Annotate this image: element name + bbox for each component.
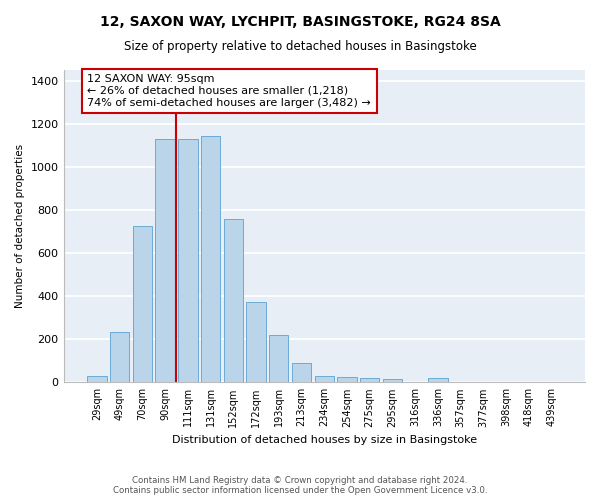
Bar bbox=[337, 377, 356, 382]
Bar bbox=[155, 139, 175, 382]
Text: 12 SAXON WAY: 95sqm
← 26% of detached houses are smaller (1,218)
74% of semi-det: 12 SAXON WAY: 95sqm ← 26% of detached ho… bbox=[88, 74, 371, 108]
Bar bbox=[428, 378, 448, 382]
Bar bbox=[110, 332, 130, 382]
Bar bbox=[224, 218, 243, 382]
X-axis label: Distribution of detached houses by size in Basingstoke: Distribution of detached houses by size … bbox=[172, 435, 477, 445]
Bar bbox=[360, 378, 379, 382]
Bar bbox=[178, 139, 197, 382]
Y-axis label: Number of detached properties: Number of detached properties bbox=[15, 144, 25, 308]
Bar bbox=[201, 136, 220, 382]
Bar bbox=[314, 376, 334, 382]
Text: Size of property relative to detached houses in Basingstoke: Size of property relative to detached ho… bbox=[124, 40, 476, 53]
Bar bbox=[292, 363, 311, 382]
Bar bbox=[269, 335, 289, 382]
Text: 12, SAXON WAY, LYCHPIT, BASINGSTOKE, RG24 8SA: 12, SAXON WAY, LYCHPIT, BASINGSTOKE, RG2… bbox=[100, 15, 500, 29]
Bar bbox=[383, 379, 402, 382]
Text: Contains HM Land Registry data © Crown copyright and database right 2024.
Contai: Contains HM Land Registry data © Crown c… bbox=[113, 476, 487, 495]
Bar bbox=[133, 226, 152, 382]
Bar bbox=[87, 376, 107, 382]
Bar bbox=[247, 302, 266, 382]
